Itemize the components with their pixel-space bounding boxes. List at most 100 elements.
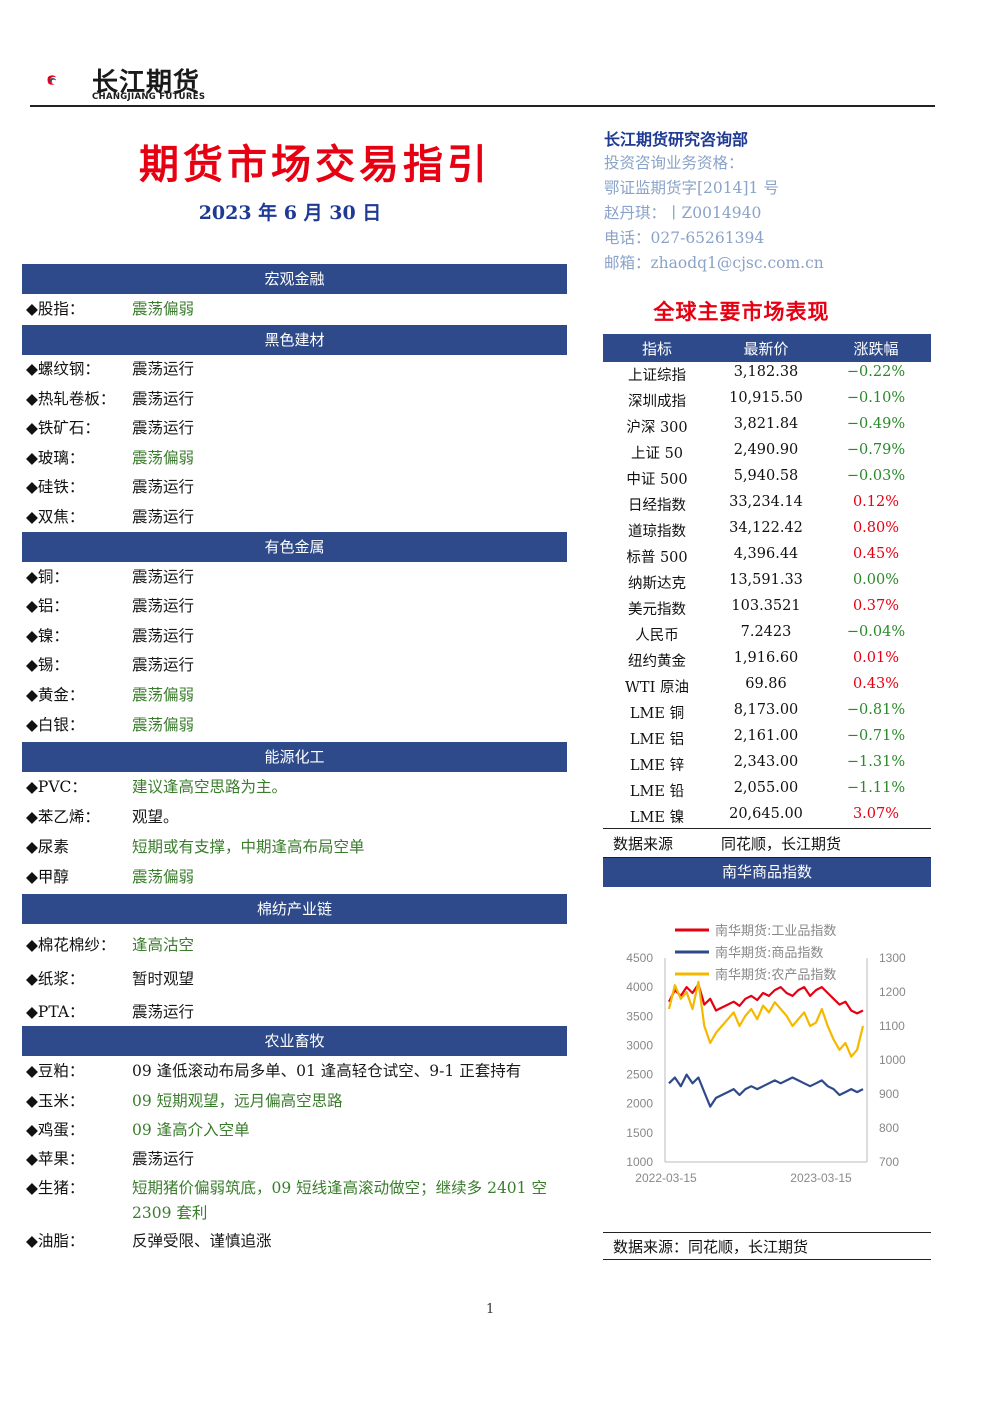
- y-left-tick: 3500: [626, 1009, 653, 1023]
- table-row: 日经指数 33,234.14 0.12%: [603, 491, 931, 517]
- latest-price: 3,182.38: [733, 364, 799, 380]
- header-change: 涨跌幅: [853, 340, 899, 358]
- qualification: 投资咨询业务资格：: [604, 154, 744, 172]
- product-label: ◆PVC：: [26, 778, 87, 796]
- page-title: 期货市场交易指引: [139, 142, 491, 188]
- legend-label: 南华期货:商品指数: [715, 945, 823, 961]
- strategy-view: 震荡运行: [132, 1003, 195, 1021]
- product-label: ◆镍：: [26, 627, 69, 645]
- nanhua-chart: 1000 1500 2000 2500 3000 3500 4000 4500 700 800 90…: [626, 923, 906, 1185]
- product-label: ◆甲醇: [26, 868, 69, 886]
- y-right-tick: 700: [879, 1155, 899, 1169]
- series-line: [668, 1073, 864, 1108]
- latest-price: 34,122.42: [729, 520, 803, 536]
- department-name: 长江期货研究咨询部: [604, 130, 749, 149]
- y-left-tick: 2500: [626, 1068, 653, 1082]
- market-source: 数据来源 同花顺，长江期货: [603, 828, 931, 858]
- product-label: ◆锡：: [26, 656, 69, 674]
- header-indicator: 指标: [641, 340, 672, 358]
- table-row: LME 锌 2,343.00 −1.31%: [603, 751, 931, 777]
- phone: 电话：027-65261394: [604, 229, 765, 247]
- market-table-header: 指标 最新价 涨跌幅: [603, 334, 931, 362]
- product-label: ◆铜：: [26, 568, 69, 586]
- y-left-tick: 2000: [626, 1097, 653, 1111]
- strategy-view: 震荡运行: [132, 419, 195, 437]
- change-pct: 0.12%: [852, 494, 900, 510]
- product-label: ◆白银：: [26, 716, 85, 734]
- latest-price: 13,591.33: [729, 572, 803, 588]
- change-pct: 0.80%: [852, 520, 900, 536]
- indicator-name: 美元指数: [628, 602, 686, 618]
- strategy-view-cont: 2309 套利: [132, 1204, 208, 1222]
- y-left-tick: 1000: [626, 1155, 653, 1169]
- strategy-view: 震荡运行: [132, 478, 195, 496]
- strategy-view: 建议逢高空思路为主。: [132, 778, 288, 796]
- strategy-view: 反弹受限、谨慎追涨: [132, 1232, 272, 1250]
- license-number: 鄂证监期货字[2014]1 号: [604, 179, 779, 197]
- section-header: 棉纺产业链: [22, 894, 567, 924]
- product-label: ◆硅铁：: [26, 478, 85, 496]
- strategy-view: 震荡偏弱: [132, 686, 195, 704]
- logo-subtext: CHANGJIANG FUTURES: [92, 92, 206, 102]
- product-label: ◆玻璃：: [26, 449, 85, 467]
- indicator-name: WTI 原油: [625, 680, 689, 696]
- header-price: 最新价: [743, 340, 789, 358]
- product-label: ◆棉花棉纱：: [26, 936, 116, 954]
- change-pct: −0.81%: [846, 702, 906, 718]
- change-pct: −0.22%: [846, 364, 906, 380]
- latest-price: 2,055.00: [733, 780, 799, 796]
- series-line: [668, 983, 864, 1015]
- strategy-view: 震荡偏弱: [132, 449, 195, 467]
- product-label: ◆鸡蛋：: [26, 1121, 85, 1139]
- product-label: ◆黄金：: [26, 686, 85, 704]
- legend-label: 南华期货:农产品指数: [715, 967, 836, 983]
- y-right-tick: 1200: [879, 985, 906, 999]
- latest-price: 8,173.00: [733, 702, 799, 718]
- change-pct: 0.43%: [852, 676, 900, 692]
- y-right-tick: 1100: [879, 1019, 905, 1033]
- strategy-view: 09 逢低滚动布局多单、01 逢高轻仓试空、9-1 正套持有: [132, 1062, 522, 1080]
- indicator-name: 纳斯达克: [628, 576, 686, 592]
- latest-price: 69.86: [745, 676, 787, 692]
- y-left-tick: 3000: [626, 1038, 653, 1052]
- latest-price: 2,343.00: [733, 754, 799, 770]
- analyst: 赵丹琪：丨Z0014940: [604, 204, 762, 222]
- change-pct: −0.71%: [846, 728, 906, 744]
- product-label: ◆生猪：: [26, 1179, 85, 1197]
- change-pct: 0.37%: [852, 598, 900, 614]
- product-label: ◆尿素: [26, 838, 69, 856]
- y-left-tick: 1500: [626, 1126, 653, 1140]
- table-row: 深圳成指 10,915.50 −0.10%: [603, 387, 931, 413]
- strategy-view: 震荡运行: [132, 627, 195, 645]
- indicator-name: 道琼指数: [628, 524, 686, 540]
- table-row: 纳斯达克 13,591.33 0.00%: [603, 569, 931, 595]
- market-table-title: 全球主要市场表现: [653, 300, 830, 324]
- section-header: 有色金属: [22, 532, 567, 562]
- company-logo: [47, 75, 57, 85]
- chart-source-text: 数据来源：同花顺，长江期货: [613, 1238, 809, 1256]
- strategy-view: 逢高沽空: [132, 936, 195, 954]
- indicator-name: LME 铅: [629, 784, 685, 800]
- indicator-name: 纽约黄金: [628, 654, 686, 670]
- indicator-name: 中证 500: [626, 472, 688, 488]
- indicator-name: 人民币: [635, 628, 679, 644]
- y-right-tick: 1000: [879, 1053, 906, 1067]
- strategy-view: 震荡偏弱: [132, 868, 195, 886]
- x-tick: 2023-03-15: [790, 1171, 852, 1185]
- change-pct: −0.10%: [846, 390, 906, 406]
- indicator-name: LME 锌: [629, 758, 685, 774]
- y-left-tick: 4000: [626, 980, 653, 994]
- product-label: ◆双焦：: [26, 508, 85, 526]
- latest-price: 5,940.58: [733, 468, 799, 484]
- nanhua-title: 南华商品指数: [603, 858, 931, 887]
- latest-price: 3,821.84: [733, 416, 799, 432]
- latest-price: 7.2423: [740, 624, 792, 640]
- table-row: 沪深 300 3,821.84 −0.49%: [603, 413, 931, 439]
- source-value: 同花顺，长江期货: [721, 835, 842, 853]
- header-divider: [30, 105, 935, 107]
- strategy-view: 09 短期观望，远月偏高空思路: [132, 1092, 343, 1110]
- y-right-tick: 1300: [879, 951, 906, 965]
- product-label: ◆铁矿石：: [26, 419, 100, 437]
- page-number: 1: [486, 1302, 495, 1317]
- change-pct: −1.11%: [846, 780, 906, 796]
